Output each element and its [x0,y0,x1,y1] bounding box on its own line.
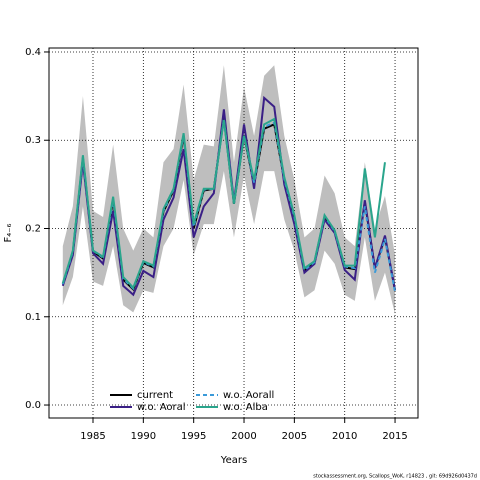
legend-label: w.o. Alba [223,402,268,413]
y-tick-label: 0.3 [25,135,41,146]
legend-label: current [137,390,173,401]
y-tick-label: 0.2 [25,223,41,234]
x-axis-label: Years [220,455,247,466]
y-axis-label: F₄₋₆ [3,223,14,242]
x-tick-label: 2000 [231,431,256,442]
y-tick-label: 0.1 [25,312,41,323]
legend-label: w.o. Aoral [137,402,186,413]
x-tick-label: 2005 [282,431,307,442]
series-line [61,117,386,290]
y-tick-label: 0.0 [25,400,41,411]
x-tick-label: 1995 [181,431,206,442]
legend-label: w.o. Aorall [223,390,274,401]
x-tick-label: 2015 [382,431,407,442]
y-tick-label: 0.4 [25,47,41,58]
x-tick-label: 2010 [332,431,357,442]
plot-frame [48,47,419,419]
confidence-band [62,65,396,315]
footer: stockassessment.org, Scallops_WoK, r1482… [313,474,477,480]
x-tick-label: 1990 [131,431,156,442]
x-tick-label: 1985 [80,431,105,442]
